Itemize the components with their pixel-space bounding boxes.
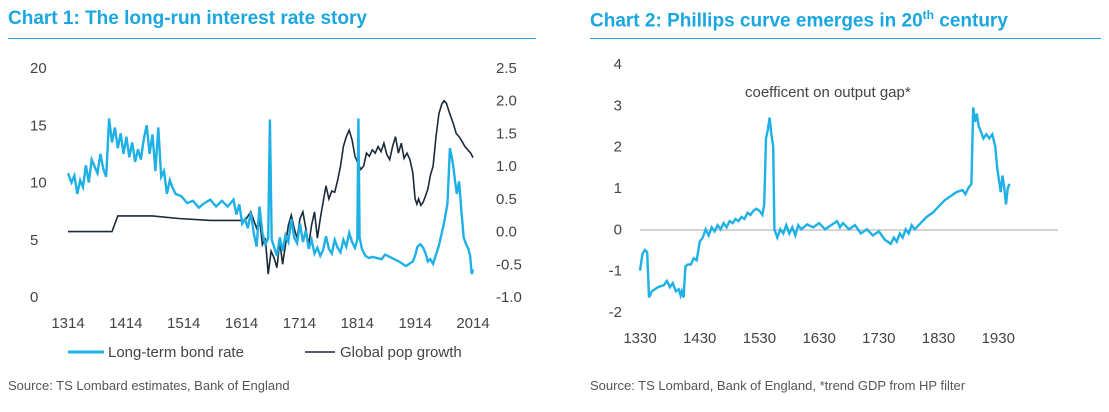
- chart1-right-tick: 1.5: [496, 125, 517, 142]
- chart2-y-tick: -1: [609, 263, 622, 280]
- chart1-right-axis: 2.5 2.0 1.5 1.0 0.5 0.0 -0.5 -1.0: [496, 60, 522, 306]
- chart2-x-tick: 1730: [862, 330, 895, 347]
- chart1-left-tick: 20: [30, 60, 47, 77]
- chart2-title: Chart 2: Phillips curve emerges in 20th …: [590, 8, 1008, 32]
- legend-bond-label: Long-term bond rate: [108, 344, 244, 361]
- chart2-source: Source: TS Lombard, Bank of England, *tr…: [590, 378, 966, 393]
- chart1-x-tick: 1914: [398, 315, 431, 332]
- chart2-y-tick: 1: [614, 180, 622, 197]
- chart1-x-tick: 1414: [109, 315, 142, 332]
- chart2-y-tick: 0: [614, 221, 622, 238]
- chart2-x-tick: 1530: [743, 330, 776, 347]
- chart2-x-tick: 1430: [683, 330, 716, 347]
- chart2-x-tick: 1930: [982, 330, 1015, 347]
- chart2-x-tick: 1830: [922, 330, 955, 347]
- chart1-x-tick: 1514: [167, 315, 200, 332]
- chart1-right-tick: 0.5: [496, 191, 517, 208]
- chart1-left-tick: 10: [30, 175, 47, 192]
- chart1-x-tick: 2014: [456, 315, 489, 332]
- chart1-source: Source: TS Lombard estimates, Bank of En…: [8, 378, 290, 393]
- chart2-y-tick: 3: [614, 97, 622, 114]
- chart1-right-tick: 1.0: [496, 158, 517, 175]
- chart1-x-tick: 1614: [225, 315, 258, 332]
- chart2-x-tick: 1330: [623, 330, 656, 347]
- chart2-y-axis: 4 3 2 1 0 -1 -2: [609, 56, 622, 321]
- chart2-x-tick: 1630: [802, 330, 835, 347]
- chart1-left-tick: 0: [30, 289, 38, 306]
- chart1-x-tick: 1314: [51, 315, 84, 332]
- long-term-bond-rate-line: [66, 118, 475, 275]
- chart2-title-rule: [590, 38, 1101, 39]
- chart2-annotation: coefficent on output gap*: [745, 84, 911, 101]
- chart2-y-tick: 2: [614, 139, 622, 156]
- chart1-x-axis: 1314 1414 1514 1614 1714 1814 1914 2014: [51, 315, 489, 332]
- chart1-left-axis: 20 15 10 5 0: [30, 60, 47, 306]
- chart1-right-tick: -0.5: [496, 256, 522, 273]
- chart2-x-axis: 1330 1430 1530 1630 1730 1830 1930: [623, 330, 1015, 347]
- chart1-title-rule: [8, 38, 536, 39]
- global-pop-growth-line: [68, 99, 474, 275]
- chart1-right-tick: -1.0: [496, 289, 522, 306]
- legend-pop-label: Global pop growth: [340, 344, 462, 361]
- chart2-y-tick: 4: [614, 56, 622, 73]
- chart1-left-tick: 15: [30, 117, 47, 134]
- chart2-y-tick: -2: [609, 304, 622, 321]
- chart1-right-tick: 2.0: [496, 93, 517, 110]
- chart1-x-tick: 1714: [283, 315, 316, 332]
- chart1-left-tick: 5: [30, 232, 38, 249]
- chart1-title: Chart 1: The long-run interest rate stor…: [8, 8, 367, 29]
- chart1-x-tick: 1814: [341, 315, 374, 332]
- output-gap-coefficient-line: [638, 107, 1011, 300]
- chart1-right-tick: 2.5: [496, 60, 517, 77]
- chart1-right-tick: 0.0: [496, 224, 517, 241]
